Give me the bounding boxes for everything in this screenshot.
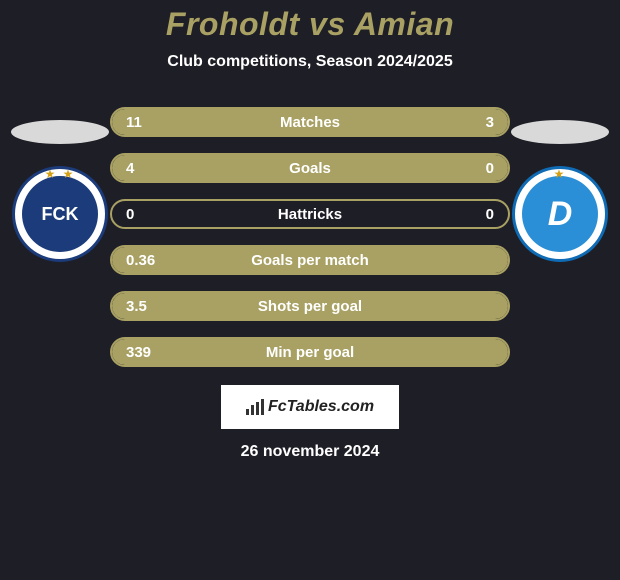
stat-fill-right — [425, 109, 508, 135]
team-left-slot: ★ ★ FCK — [10, 120, 110, 262]
stat-row: 0.36 Goals per match — [110, 237, 510, 283]
stat-value-left: 4 — [126, 160, 134, 177]
page-title: Froholdt vs Amian — [166, 6, 454, 43]
stat-value-right: 3 — [486, 114, 494, 131]
stat-label: Min per goal — [266, 344, 354, 361]
brand-text: FcTables.com — [268, 398, 374, 416]
footer-date: 26 november 2024 — [241, 443, 380, 461]
team-left-stars: ★ ★ — [45, 167, 76, 181]
stat-row: 339 Min per goal — [110, 329, 510, 375]
bars-icon — [246, 399, 264, 415]
team-right-slot: ★ D — [510, 120, 610, 262]
stat-bar: 0.36 Goals per match — [110, 245, 510, 275]
stat-label: Goals — [289, 160, 331, 177]
team-right-stars: ★ — [554, 167, 567, 181]
stat-bar: 11 3 Matches — [110, 107, 510, 137]
stat-row: 4 0 Goals — [110, 145, 510, 191]
stat-label: Matches — [280, 114, 340, 131]
team-right-inner: D — [522, 176, 598, 252]
stat-value-left: 0.36 — [126, 252, 155, 269]
stat-label: Shots per goal — [258, 298, 362, 315]
stat-label: Goals per match — [251, 252, 369, 269]
stat-bar: 339 Min per goal — [110, 337, 510, 367]
stat-value-left: 11 — [126, 114, 142, 131]
stat-label: Hattricks — [278, 206, 342, 223]
stat-bar: 4 0 Goals — [110, 153, 510, 183]
team-left-crest: ★ ★ FCK — [12, 166, 108, 262]
stat-value-right: 0 — [486, 206, 494, 223]
page-subtitle: Club competitions, Season 2024/2025 — [167, 53, 452, 71]
player-shadow-left — [11, 120, 109, 144]
stat-row: 11 3 Matches — [110, 99, 510, 145]
stat-value-left: 339 — [126, 344, 151, 361]
stat-bar: 3.5 Shots per goal — [110, 291, 510, 321]
stat-value-right: 0 — [486, 160, 494, 177]
stats-container: 11 3 Matches 4 0 Goals 0 0 Hattricks 0.36 Goals pe… — [110, 99, 510, 375]
stat-fill-left — [112, 109, 425, 135]
brand-badge: FcTables.com — [221, 385, 399, 429]
team-left-inner: FCK — [22, 176, 98, 252]
stat-value-left: 0 — [126, 206, 134, 223]
stat-bar: 0 0 Hattricks — [110, 199, 510, 229]
stat-row: 0 0 Hattricks — [110, 191, 510, 237]
player-shadow-right — [511, 120, 609, 144]
stat-row: 3.5 Shots per goal — [110, 283, 510, 329]
stat-value-left: 3.5 — [126, 298, 147, 315]
team-right-crest: ★ D — [512, 166, 608, 262]
